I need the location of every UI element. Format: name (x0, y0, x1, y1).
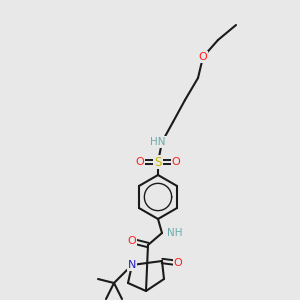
Text: O: O (136, 157, 144, 167)
Text: O: O (174, 258, 182, 268)
Text: HN: HN (150, 137, 166, 147)
Text: NH: NH (167, 228, 182, 238)
Text: O: O (128, 236, 136, 246)
Text: N: N (128, 260, 136, 270)
Text: O: O (199, 52, 207, 62)
Text: S: S (154, 155, 162, 169)
Text: O: O (172, 157, 180, 167)
